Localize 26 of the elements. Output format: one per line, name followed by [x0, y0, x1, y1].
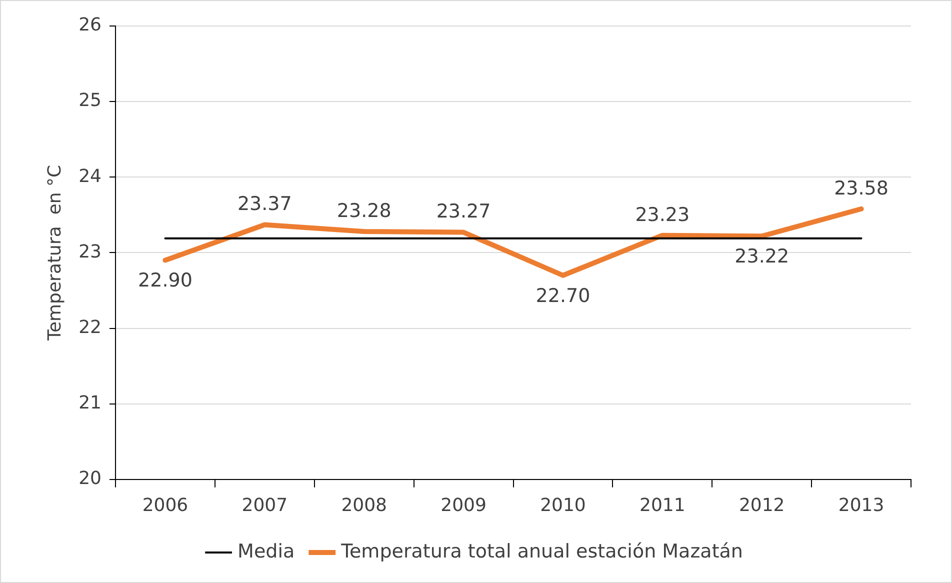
- data-label: 23.22: [734, 246, 790, 268]
- y-tick-label: 25: [78, 90, 102, 112]
- data-label: 23.58: [834, 177, 888, 200]
- data-label: 22.90: [138, 270, 192, 292]
- y-tick-label: 22: [78, 316, 102, 338]
- x-tick-label: 2009: [440, 494, 486, 516]
- y-tick-label: 26: [78, 14, 102, 36]
- y-tick-label: 23: [78, 241, 102, 262]
- data-label: 22.70: [536, 284, 590, 307]
- y-tick-label: 21: [78, 392, 102, 414]
- legend-label: Media: [238, 540, 295, 562]
- x-tick-label: 2007: [242, 494, 288, 516]
- y-tick-label: 20: [78, 468, 102, 490]
- x-tick-label: 2010: [540, 494, 586, 516]
- data-label: 23.28: [336, 200, 392, 222]
- y-axis-title: Temperatura en °C: [44, 164, 66, 342]
- x-tick-label: 2008: [341, 494, 388, 516]
- data-label: 23.23: [635, 204, 690, 226]
- legend-label: Temperatura total anual estación Mazatán: [340, 540, 743, 562]
- data-label: 23.27: [436, 200, 491, 223]
- x-tick-label: 2006: [142, 494, 188, 516]
- x-tick-label: 2013: [838, 494, 884, 516]
- data-label: 23.37: [237, 193, 292, 216]
- y-tick-label: 24: [78, 166, 102, 187]
- x-tick-label: 2012: [738, 494, 785, 516]
- x-tick-label: 2011: [640, 494, 686, 516]
